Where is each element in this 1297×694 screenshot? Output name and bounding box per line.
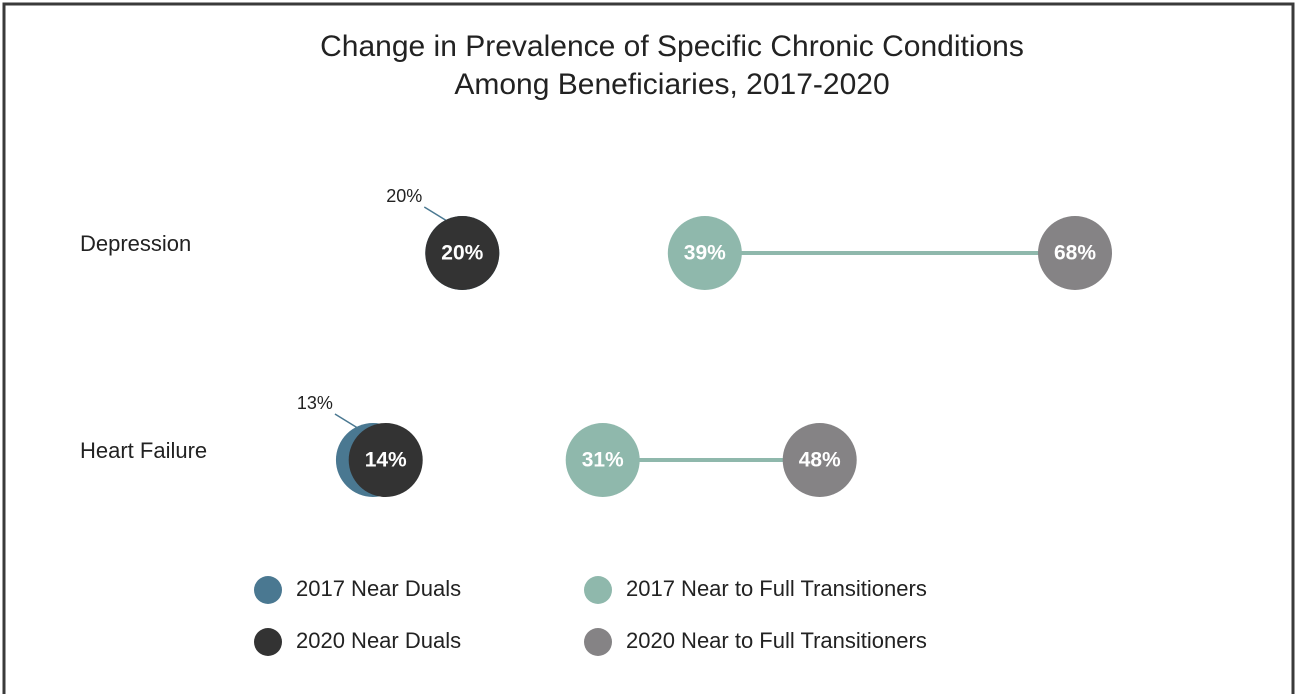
value-label: 14% xyxy=(365,449,407,472)
category-label: Depression xyxy=(80,231,191,256)
leader-line xyxy=(334,413,362,431)
legend-swatch xyxy=(254,628,282,656)
legend-swatch xyxy=(584,576,612,604)
dot xyxy=(425,216,500,290)
legend-swatch xyxy=(584,628,612,656)
chart-title: Change in Prevalence of Specific Chronic… xyxy=(320,30,1024,63)
dot xyxy=(1038,216,1112,290)
dot xyxy=(348,423,423,497)
dot xyxy=(782,423,857,497)
value-label: 39% xyxy=(684,242,726,265)
value-label: 68% xyxy=(1054,242,1096,265)
legend-label: 2020 Near Duals xyxy=(296,628,461,653)
value-label: 48% xyxy=(799,449,841,472)
legend-label: 2017 Near to Full Transitioners xyxy=(626,576,927,601)
value-label: 20% xyxy=(386,186,422,206)
chart-title: Among Beneficiaries, 2017-2020 xyxy=(454,68,889,101)
legend-label: 2020 Near to Full Transitioners xyxy=(626,628,927,653)
dot xyxy=(565,423,640,497)
dot xyxy=(667,216,742,290)
category-label: Heart Failure xyxy=(80,438,207,463)
value-label: 20% xyxy=(441,242,483,265)
value-label: 13% xyxy=(297,393,333,413)
legend-swatch xyxy=(254,576,282,604)
legend-label: 2017 Near Duals xyxy=(296,576,461,601)
value-label: 31% xyxy=(582,449,624,472)
